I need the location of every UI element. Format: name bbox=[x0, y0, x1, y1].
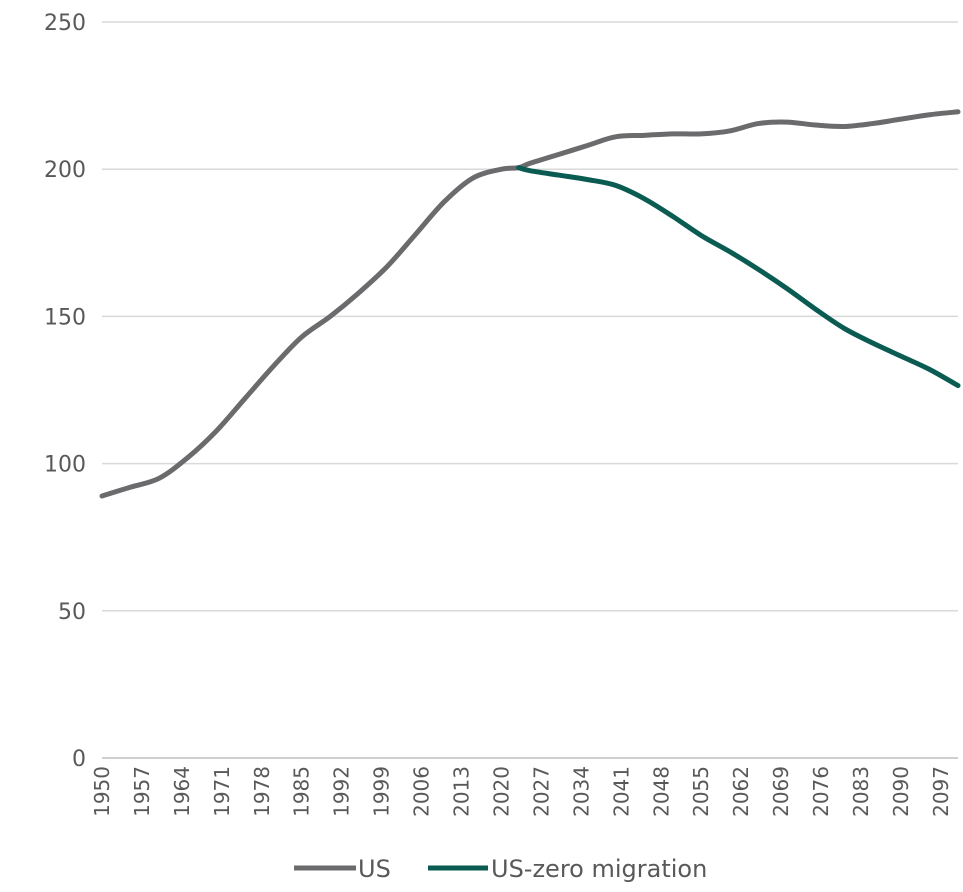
y-tick-label-100: 100 bbox=[44, 453, 86, 478]
legend-item-us-zero-migration: US-zero migration bbox=[428, 855, 707, 883]
x-tick-label-2027: 2027 bbox=[529, 766, 553, 817]
y-tick-label-250: 250 bbox=[44, 11, 86, 36]
gridlines bbox=[102, 21, 958, 759]
y-tick-label-50: 50 bbox=[58, 600, 86, 625]
x-tick-label-1978: 1978 bbox=[250, 766, 274, 817]
x-tick-label-2083: 2083 bbox=[849, 766, 873, 817]
y-tick-label-150: 150 bbox=[44, 305, 86, 330]
x-tick-label-1999: 1999 bbox=[370, 766, 394, 817]
x-tick-label-2097: 2097 bbox=[929, 766, 953, 817]
x-axis-tick-labels: 1950 1957 1964 1971 1978 1985 1992 1999 2006 2013… bbox=[90, 766, 953, 817]
x-tick-label-2020: 2020 bbox=[489, 766, 513, 817]
x-tick-label-2069: 2069 bbox=[769, 766, 793, 817]
legend: US US-zero migration bbox=[294, 855, 707, 883]
x-tick-label-2062: 2062 bbox=[729, 766, 753, 817]
x-tick-label-2013: 2013 bbox=[450, 766, 474, 817]
legend-label-us-zero-migration: US-zero migration bbox=[491, 855, 707, 883]
x-tick-label-1950: 1950 bbox=[90, 766, 114, 817]
series-lines bbox=[99, 109, 961, 499]
x-tick-label-2041: 2041 bbox=[609, 766, 633, 817]
y-tick-label-0: 0 bbox=[72, 747, 86, 772]
y-axis-tick-labels: 0 50 100 150 200 250 bbox=[44, 11, 86, 772]
x-tick-label-2090: 2090 bbox=[889, 766, 913, 817]
x-tick-label-2076: 2076 bbox=[809, 766, 833, 817]
series-line-us-zero-migration bbox=[516, 165, 961, 389]
x-tick-label-1992: 1992 bbox=[330, 766, 354, 817]
legend-item-us: US bbox=[294, 855, 391, 883]
x-tick-label-2006: 2006 bbox=[410, 766, 434, 817]
x-tick-label-2048: 2048 bbox=[649, 766, 673, 817]
x-tick-label-1964: 1964 bbox=[170, 766, 194, 817]
legend-label-us: US bbox=[358, 855, 391, 883]
series-line-us bbox=[99, 109, 961, 499]
y-tick-label-200: 200 bbox=[44, 158, 86, 183]
x-tick-label-1971: 1971 bbox=[210, 766, 234, 817]
x-tick-label-2034: 2034 bbox=[569, 766, 593, 817]
x-tick-label-1985: 1985 bbox=[290, 766, 314, 817]
x-tick-label-2055: 2055 bbox=[689, 766, 713, 817]
x-tick-label-1957: 1957 bbox=[130, 766, 154, 817]
